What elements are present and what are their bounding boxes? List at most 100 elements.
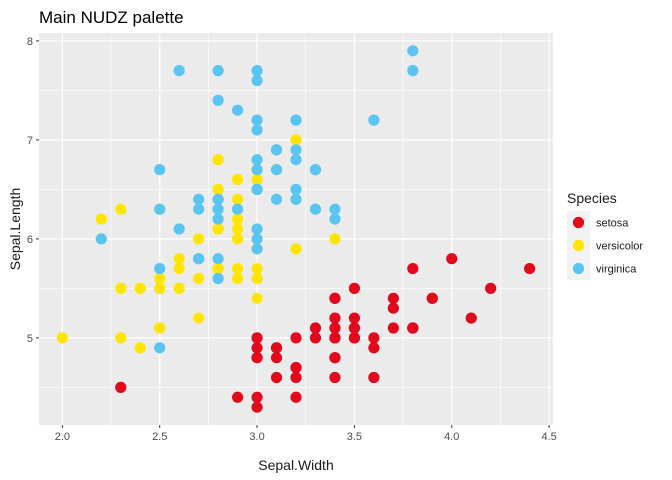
point-virginica: [329, 203, 341, 215]
point-virginica: [251, 243, 263, 255]
point-virginica: [251, 154, 263, 166]
point-versicolor: [154, 282, 166, 294]
point-virginica: [251, 183, 263, 196]
point-versicolor: [115, 203, 127, 215]
point-virginica: [173, 65, 185, 77]
point-setosa: [348, 332, 361, 344]
x-tick-label: 3.5: [347, 431, 362, 443]
point-setosa: [368, 332, 380, 344]
point-setosa: [290, 391, 302, 403]
point-virginica: [95, 233, 107, 245]
point-virginica: [212, 253, 224, 265]
point-versicolor: [251, 262, 263, 275]
point-setosa: [426, 292, 438, 304]
point-versicolor: [231, 213, 244, 225]
point-versicolor: [231, 233, 244, 245]
point-versicolor: [251, 173, 263, 186]
point-versicolor: [134, 282, 146, 294]
point-setosa: [329, 352, 341, 364]
point-virginica: [231, 104, 244, 116]
legend-label-versicolor: versicolor: [596, 241, 643, 253]
point-setosa: [387, 292, 399, 304]
y-tick-label: 5: [27, 333, 33, 345]
point-setosa: [524, 262, 536, 275]
point-virginica: [212, 213, 224, 225]
point-versicolor: [115, 282, 127, 294]
point-setosa: [348, 282, 361, 294]
point-versicolor: [212, 154, 224, 166]
point-virginica: [154, 342, 166, 354]
point-virginica: [368, 114, 380, 126]
legend-title: Species: [567, 190, 617, 206]
point-setosa: [368, 371, 380, 384]
y-axis: 5 6 7 8: [27, 36, 39, 345]
point-virginica: [290, 193, 302, 205]
legend-key-versicolor: [572, 239, 585, 252]
point-versicolor: [173, 262, 185, 275]
point-virginica: [407, 65, 419, 77]
point-setosa: [407, 262, 419, 275]
legend-label-virginica: virginica: [596, 264, 637, 276]
point-virginica: [212, 94, 224, 106]
point-setosa: [251, 401, 263, 413]
point-virginica: [154, 164, 166, 176]
point-virginica: [212, 272, 224, 285]
point-versicolor: [251, 272, 263, 285]
point-versicolor: [173, 253, 185, 265]
point-setosa: [329, 332, 341, 344]
point-setosa: [348, 322, 361, 334]
point-setosa: [368, 342, 380, 354]
point-setosa: [251, 352, 263, 364]
x-tick-label: 3.0: [249, 431, 264, 443]
point-versicolor: [231, 173, 244, 186]
point-virginica: [407, 45, 419, 57]
x-tick-label: 2.0: [55, 431, 70, 443]
point-virginica: [231, 203, 244, 215]
x-tick-label: 4.5: [541, 431, 556, 443]
point-setosa: [329, 322, 341, 334]
legend-key-virginica: [572, 262, 585, 275]
point-setosa: [387, 302, 399, 314]
point-setosa: [251, 332, 263, 344]
y-tick-label: 7: [27, 135, 33, 147]
point-versicolor: [212, 262, 224, 275]
point-setosa: [407, 322, 419, 334]
point-setosa: [270, 371, 283, 384]
point-setosa: [329, 312, 341, 324]
point-virginica: [290, 183, 302, 196]
point-virginica: [251, 74, 263, 87]
point-virginica: [193, 253, 205, 265]
point-setosa: [290, 371, 302, 384]
legend-label-setosa: setosa: [596, 218, 629, 230]
point-virginica: [154, 262, 166, 275]
point-virginica: [251, 223, 263, 235]
point-versicolor: [231, 272, 244, 285]
point-setosa: [115, 381, 127, 393]
point-setosa: [348, 312, 361, 324]
point-virginica: [212, 203, 224, 215]
point-setosa: [387, 322, 399, 334]
point-virginica: [329, 213, 341, 225]
data-points: [56, 45, 536, 413]
x-axis-title: Sepal.Width: [258, 457, 333, 473]
point-versicolor: [212, 183, 224, 196]
point-versicolor: [115, 332, 127, 344]
plot-panel: [39, 33, 553, 425]
point-versicolor: [231, 262, 244, 275]
point-virginica: [290, 154, 302, 166]
point-virginica: [251, 233, 263, 245]
x-tick-label: 4.0: [444, 431, 459, 443]
point-versicolor: [154, 272, 166, 285]
point-virginica: [290, 144, 302, 156]
x-tick-label: 2.5: [152, 431, 167, 443]
point-virginica: [212, 65, 224, 77]
point-setosa: [309, 332, 322, 344]
x-axis: 2.0 2.5 3.0 3.5 4.0 4.5: [55, 425, 557, 443]
point-setosa: [270, 342, 283, 354]
point-virginica: [193, 193, 205, 205]
legend: Species setosa versicolor virginica: [567, 190, 643, 280]
point-versicolor: [193, 312, 205, 324]
y-tick-label: 6: [27, 234, 33, 246]
point-versicolor: [290, 243, 302, 255]
